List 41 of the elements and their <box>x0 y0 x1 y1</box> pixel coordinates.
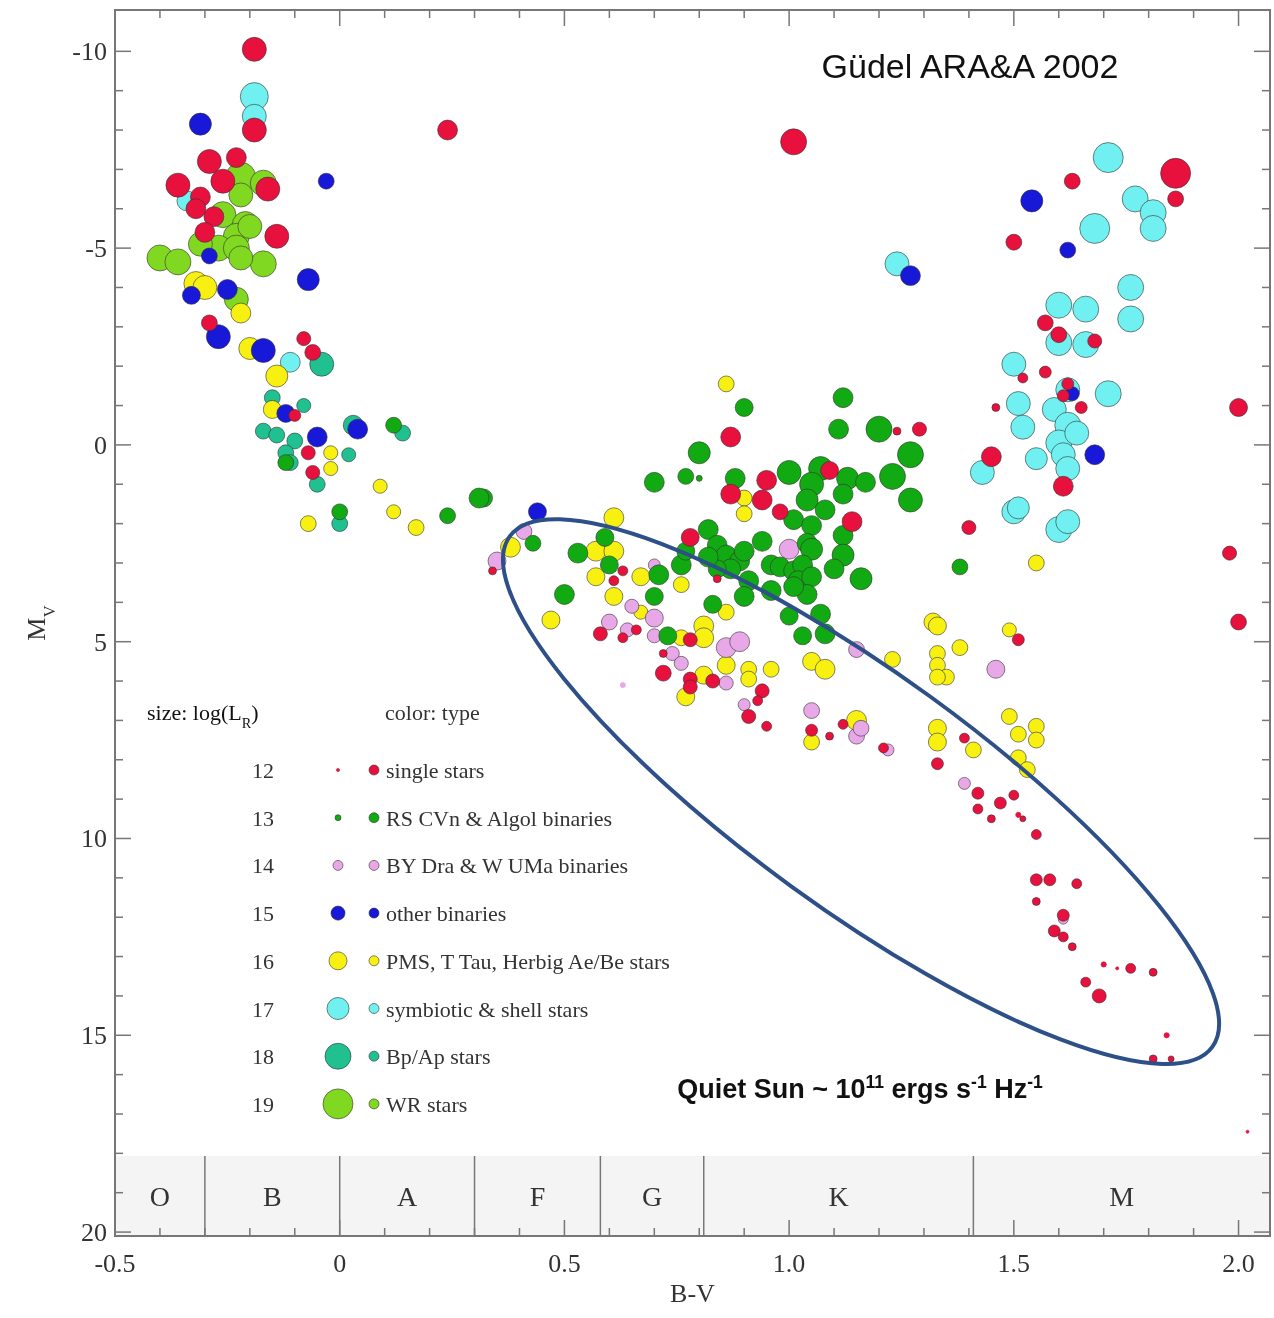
legend-label: BY Dra & W UMa binaries <box>386 853 629 879</box>
band-label: K <box>828 1181 849 1212</box>
x-axis-title: B-V <box>670 1279 716 1308</box>
legend-label: 16 <box>252 948 274 974</box>
y-tick-label: 20 <box>81 1218 107 1248</box>
x-tick-label: 1.0 <box>772 1249 806 1278</box>
legend-label: RS CVn & Algol binaries <box>386 805 613 831</box>
legend-label: 19 <box>252 1091 274 1117</box>
x-tick-label: -0.5 <box>94 1249 136 1278</box>
y-tick-label: 10 <box>81 824 107 854</box>
annotation: Quiet Sun ~ 10$^{11}$ ergs s$^{-1}$ Hz$^{-1}$ <box>677 1072 1044 1104</box>
y-tick-label: 0 <box>94 430 107 460</box>
legend-label: WR stars <box>386 1091 468 1117</box>
legend-label: 12 <box>252 758 274 783</box>
x-tick-label: 2.0 <box>1222 1249 1255 1278</box>
band-label: B <box>262 1181 282 1212</box>
x-tick-label: 0 <box>333 1249 347 1278</box>
annotation: size: log(L$_{R}$) <box>147 700 259 731</box>
legend-label: 18 <box>252 1044 274 1070</box>
x-tick-label: 0.5 <box>548 1249 581 1278</box>
band-label: O <box>149 1181 171 1212</box>
legend-title: color: type <box>385 700 480 725</box>
band-label: G <box>641 1181 663 1212</box>
band-label: M <box>1109 1181 1135 1212</box>
band-label: F <box>529 1181 546 1212</box>
legend-label: single stars <box>386 758 485 783</box>
y-tick-label: 15 <box>81 1021 107 1051</box>
x-tick-label: 1.5 <box>997 1249 1031 1278</box>
legend-label: 14 <box>252 853 274 879</box>
y-tick-label: -10 <box>72 37 107 67</box>
legend-label: 13 <box>252 805 274 831</box>
y-tick-label: 5 <box>94 627 107 657</box>
legend-label: 15 <box>252 901 274 927</box>
legend-label: PMS, T Tau, Herbig Ae/Be stars <box>386 948 670 974</box>
legend-label: Bp/Ap stars <box>386 1044 491 1070</box>
annotation: Güdel ARA&A 2002 <box>821 47 1119 85</box>
legend-label: 17 <box>252 996 274 1022</box>
legend-label: symbiotic & shell stars <box>386 996 589 1022</box>
y-tick-label: -5 <box>85 234 107 264</box>
band-label: A <box>397 1181 418 1212</box>
legend-label: other binaries <box>386 901 507 927</box>
